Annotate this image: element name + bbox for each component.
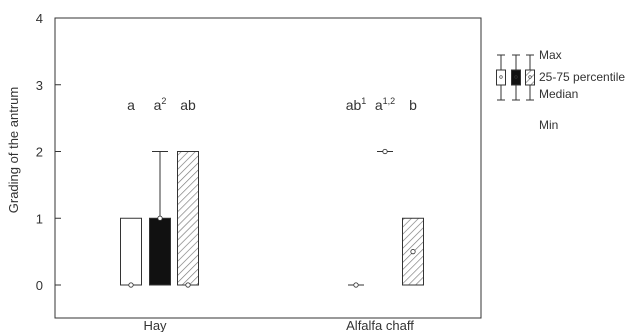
box-plot-hatched (177, 151, 199, 288)
legend-median (528, 75, 532, 79)
significance-letters: a a2 ab ab1 a1,2 b (127, 96, 417, 113)
legend-icon-hatched (525, 54, 535, 101)
significance-superscript: 2 (161, 96, 166, 106)
median-marker (382, 148, 388, 155)
box-plot-solid (149, 151, 171, 286)
box-groups (120, 148, 424, 288)
legend-max-label: Max (539, 48, 562, 62)
y-tick-label: 1 (36, 211, 43, 226)
box-plot-open (120, 217, 142, 288)
median-marker (410, 249, 416, 255)
box-plot-hatched (402, 217, 424, 286)
box-plot-open (348, 282, 364, 288)
legend: Max 25-75 percentile Median Min (496, 48, 625, 132)
significance-letter: a (127, 97, 135, 113)
significance-letter: ab (180, 97, 196, 113)
significance-letter: a1,2 (375, 96, 395, 113)
x-category-label: Hay (143, 318, 167, 332)
y-tick-label: 4 (36, 11, 43, 26)
legend-median (514, 75, 518, 79)
legend-median (499, 75, 503, 79)
x-axis: Hay Alfalfa chaff (143, 318, 414, 332)
y-tick-label: 0 (36, 278, 43, 293)
y-axis-label: Grading of the antrum (6, 87, 21, 213)
legend-box-label: 25-75 percentile (539, 70, 625, 84)
interquartile-box (177, 151, 199, 286)
significance-letter: b (409, 97, 417, 113)
significance-letter: ab1 (346, 96, 367, 113)
legend-min-label: Min (539, 118, 558, 132)
interquartile-box (120, 217, 142, 286)
median-marker (128, 282, 134, 288)
box-group (348, 148, 424, 288)
significance-letter: a2 (154, 96, 167, 113)
median-marker (353, 282, 359, 288)
interquartile-box (149, 217, 171, 286)
significance-superscript: 1 (361, 96, 366, 106)
box-plot-solid (377, 148, 393, 155)
significance-superscript: 1,2 (383, 96, 396, 106)
x-category-label: Alfalfa chaff (346, 318, 414, 332)
median-marker (157, 215, 163, 221)
y-axis: 0 1 2 3 4 (36, 11, 61, 293)
legend-icon-solid (511, 54, 521, 101)
box-group (120, 151, 199, 288)
legend-median-label: Median (539, 87, 578, 101)
y-tick-label: 3 (36, 78, 43, 93)
plot-frame (54, 17, 482, 319)
y-tick-label: 2 (36, 145, 43, 160)
legend-box-icons (496, 54, 535, 101)
legend-icon-open (496, 54, 506, 101)
median-marker (185, 282, 191, 288)
